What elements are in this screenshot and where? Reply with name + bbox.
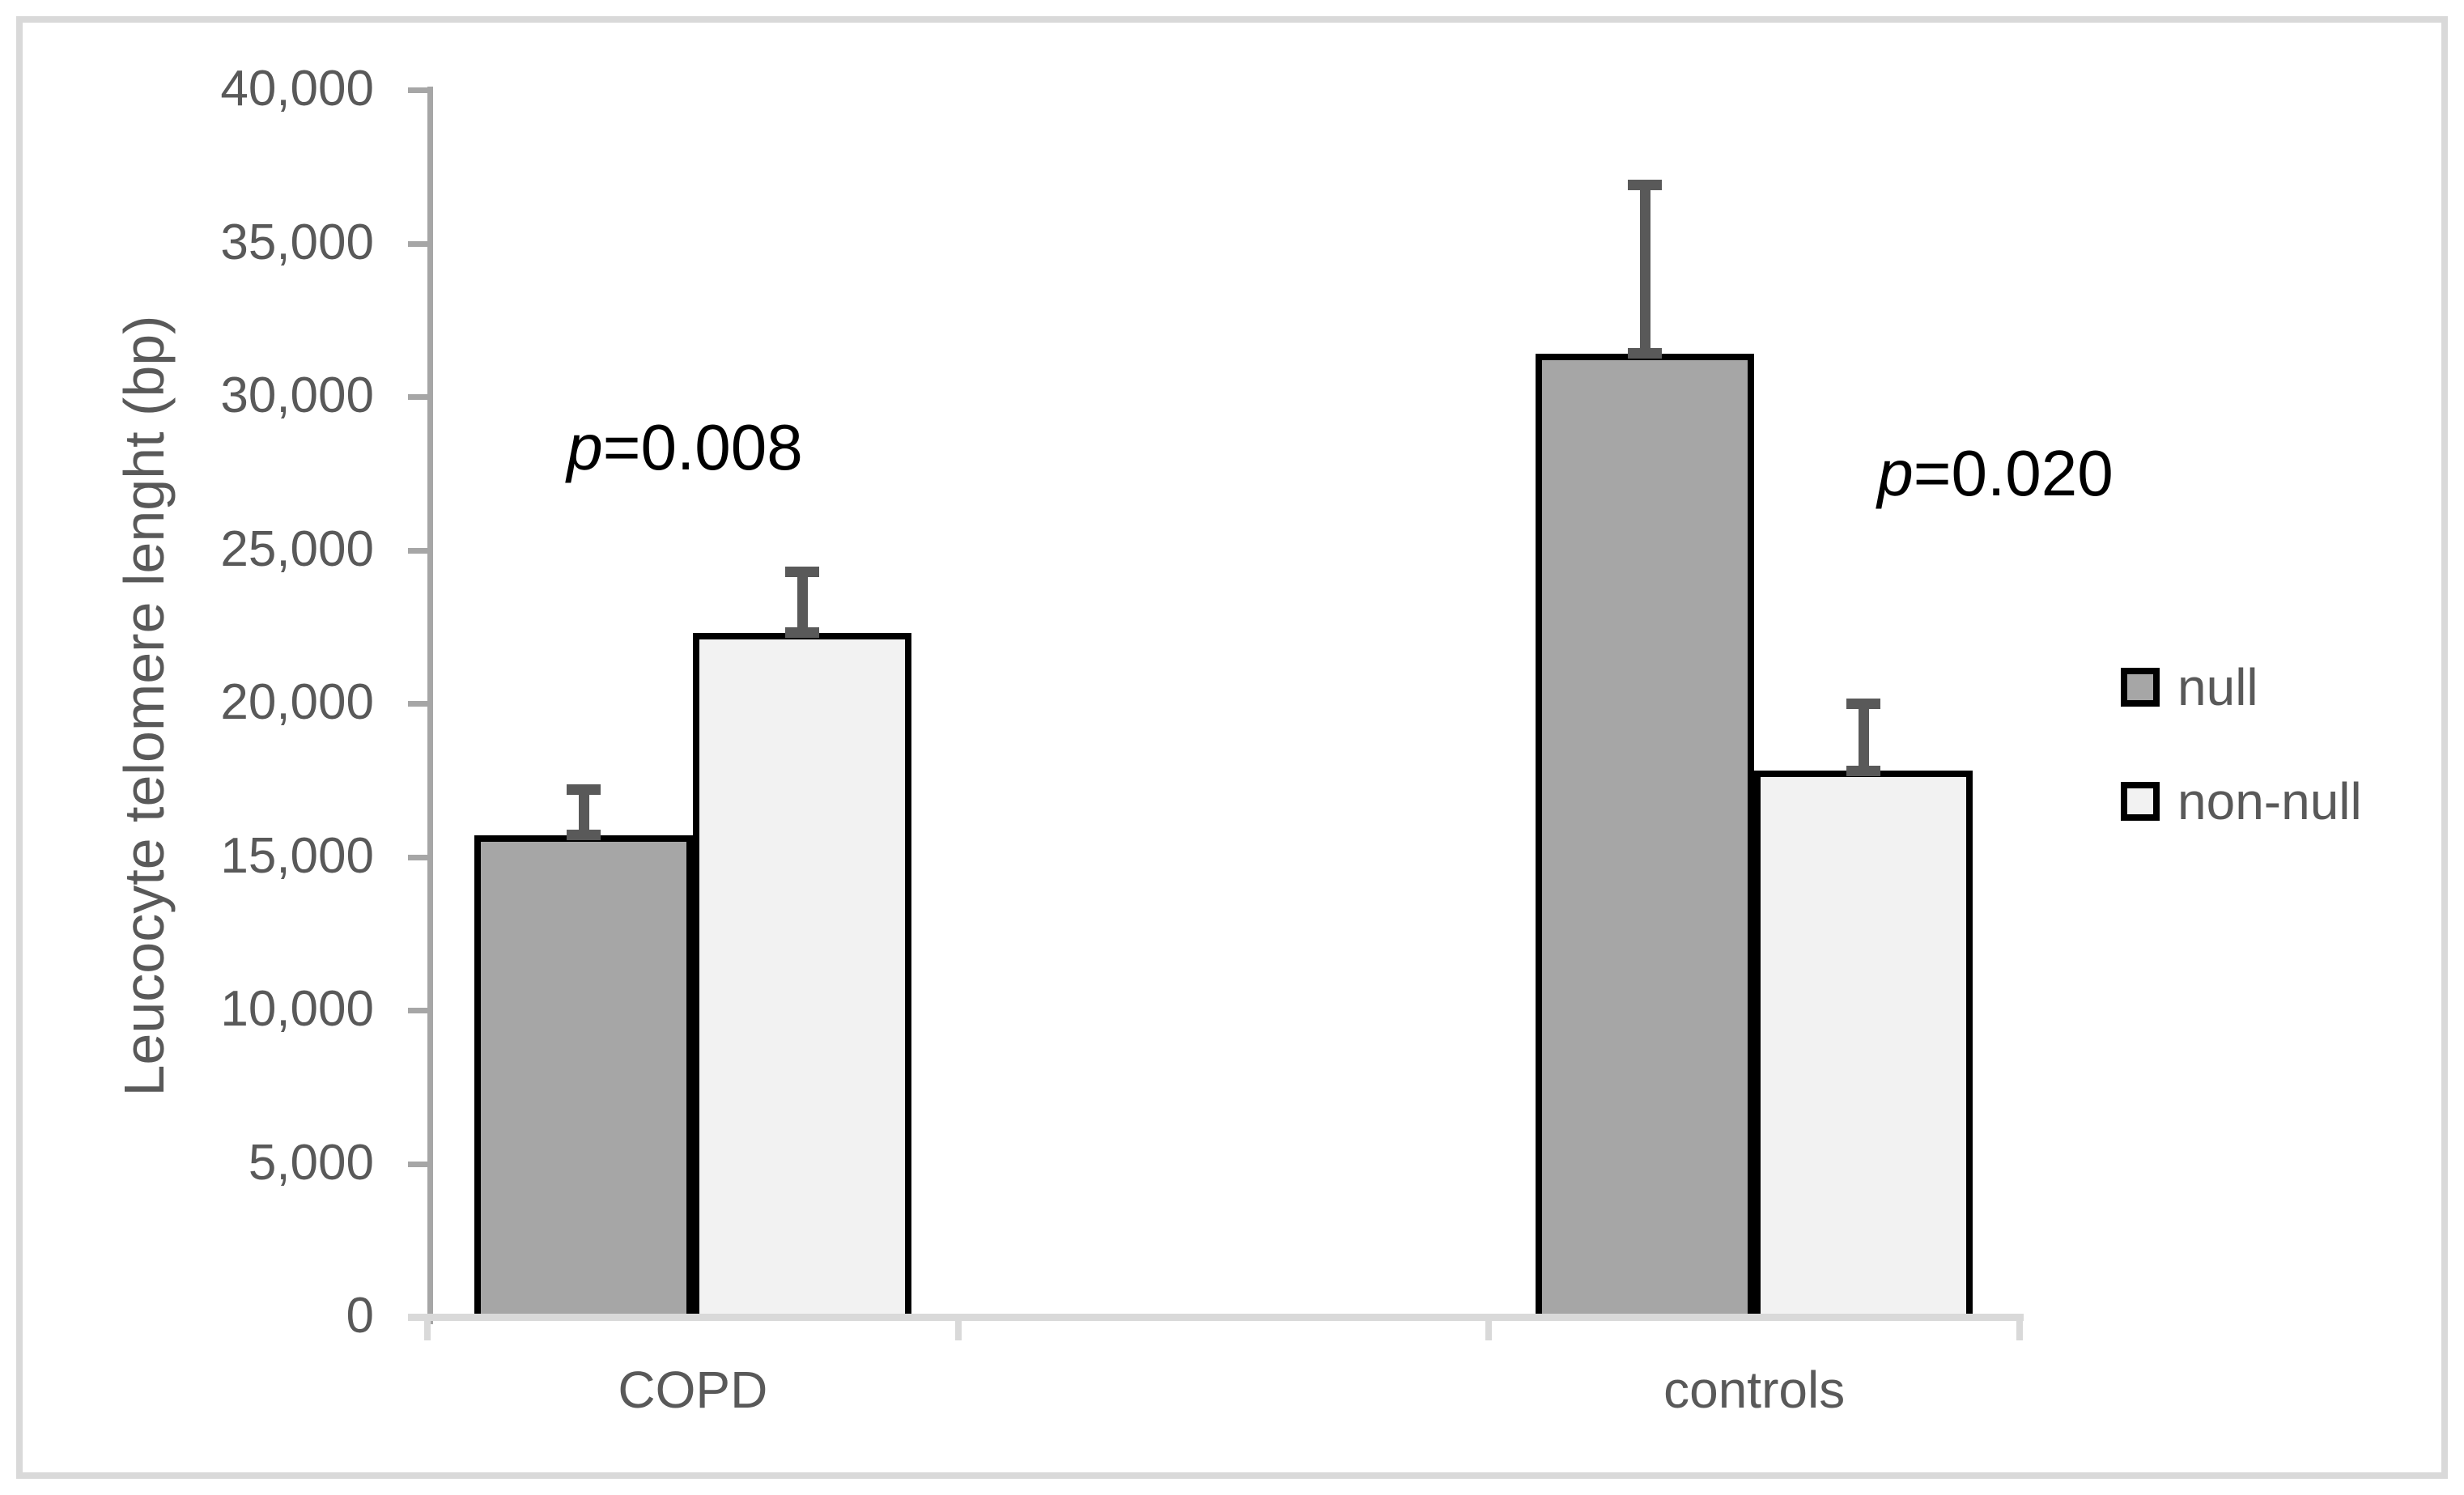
y-tick-label: 35,000 bbox=[220, 214, 374, 270]
error-bar-cap bbox=[785, 627, 819, 639]
y-tick-label: 15,000 bbox=[220, 827, 374, 884]
p-symbol: p bbox=[1877, 437, 1914, 509]
y-tick-label: 25,000 bbox=[220, 520, 374, 577]
x-tick bbox=[424, 1321, 431, 1340]
error-bar-cap bbox=[1846, 765, 1881, 776]
figure-border bbox=[16, 16, 2448, 1479]
p-value-text: =0.008 bbox=[602, 411, 803, 483]
y-tick-label: 10,000 bbox=[220, 981, 374, 1038]
error-bar-non-null-COPD bbox=[797, 571, 808, 638]
error-bar-non-null-controls bbox=[1858, 703, 1869, 776]
p-symbol: p bbox=[567, 411, 603, 483]
x-axis-line bbox=[408, 1314, 2024, 1321]
x-tick bbox=[954, 1321, 962, 1340]
x-tick bbox=[2016, 1321, 2023, 1340]
y-tick bbox=[408, 240, 427, 247]
y-tick-label: 0 bbox=[346, 1288, 374, 1344]
y-tick bbox=[408, 547, 427, 554]
legend-label-non-null: non-null bbox=[2177, 772, 2362, 830]
error-bar-cap bbox=[567, 784, 601, 795]
x-tick bbox=[1485, 1321, 1493, 1340]
bar-null-COPD bbox=[474, 835, 693, 1321]
error-bar-null-controls bbox=[1639, 185, 1650, 359]
error-bar-cap bbox=[567, 830, 601, 841]
error-bar-cap bbox=[1628, 179, 1663, 190]
p-value-text: =0.020 bbox=[1913, 437, 2114, 509]
error-bar-cap bbox=[785, 566, 819, 577]
y-tick bbox=[408, 394, 427, 400]
bar-null-controls bbox=[1536, 353, 1755, 1321]
y-tick bbox=[408, 854, 427, 860]
error-bar-cap bbox=[1628, 348, 1663, 359]
bar-non-null-COPD bbox=[693, 632, 911, 1321]
bar-non-null-controls bbox=[1754, 771, 1973, 1321]
y-tick bbox=[408, 1008, 427, 1013]
p-value-annotation-controls: p=0.020 bbox=[1877, 436, 2113, 511]
y-tick bbox=[408, 1161, 427, 1167]
error-bar-cap bbox=[1846, 698, 1881, 709]
x-category-label-controls: controls bbox=[1663, 1361, 1846, 1419]
y-axis-line bbox=[427, 87, 433, 1324]
y-tick-label: 5,000 bbox=[248, 1134, 374, 1191]
y-tick-label: 30,000 bbox=[220, 367, 374, 424]
y-tick bbox=[408, 701, 427, 707]
legend-label-null: null bbox=[2177, 658, 2258, 716]
error-bar-null-COPD bbox=[578, 789, 589, 840]
legend-swatch-non-null-icon bbox=[2121, 782, 2160, 821]
legend-swatch-null-icon bbox=[2121, 668, 2160, 707]
y-tick-label: 20,000 bbox=[220, 674, 374, 731]
y-tick-label: 40,000 bbox=[220, 61, 374, 117]
x-category-label-COPD: COPD bbox=[618, 1361, 768, 1419]
y-tick bbox=[408, 87, 427, 93]
p-value-annotation-copd: p=0.008 bbox=[567, 410, 802, 485]
